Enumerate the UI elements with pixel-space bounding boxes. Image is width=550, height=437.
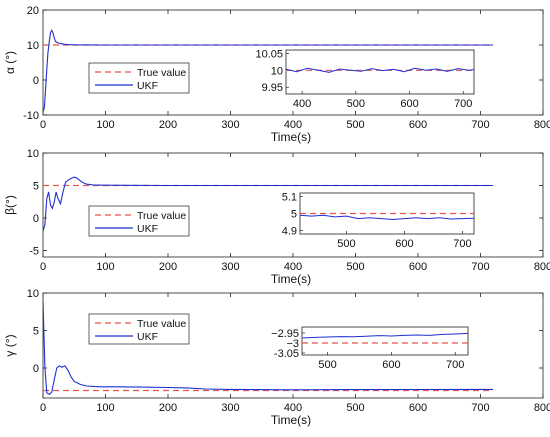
y-tick-label: 5 [33, 326, 39, 338]
y-tick-label: -10 [23, 110, 39, 122]
legend-true-value-label: True value [137, 67, 186, 79]
series-ukf-line [43, 300, 493, 395]
inset-x-tick-label: 600 [395, 238, 413, 250]
x-tick-label: 500 [346, 119, 364, 131]
inset-y-tick-label: 10 [271, 65, 283, 77]
inset-x-tick-label: 400 [293, 98, 311, 110]
y-axis-label: β(°) [3, 195, 17, 215]
inset-area [301, 326, 469, 356]
inset-y-tick-label: 5 [291, 209, 297, 221]
inset-y-tick-label: −3 [286, 338, 299, 350]
x-tick-label: 800 [534, 261, 550, 273]
inset-ukf-line [302, 332, 468, 339]
inset-plot: 500 600 700 -3.05−3−2.95 [271, 326, 469, 371]
x-tick-label: 400 [284, 402, 302, 414]
x-tick-label: 500 [346, 402, 364, 414]
inset-y-tick-label: 5.1 [282, 191, 297, 203]
inset-ukf-line [300, 214, 474, 221]
inset-plot: 400 500 600 700 9.95 10 10.05 [255, 48, 475, 110]
inset-x-tick-label: 600 [382, 359, 400, 371]
y-tick-label: 10 [27, 288, 39, 300]
x-tick-label: 0 [40, 402, 46, 414]
legend-true-value-label: True value [137, 210, 186, 222]
y-tick-label: 20 [27, 5, 39, 17]
x-tick-label: 700 [471, 402, 489, 414]
y-axis-label: α (°) [3, 51, 17, 74]
inset-x-tick-label: 600 [400, 98, 418, 110]
inset-x-tick-label: 500 [347, 98, 365, 110]
series-ukf-line [43, 176, 493, 232]
y-tick-label: 0 [33, 363, 39, 375]
x-tick-label: 800 [534, 402, 550, 414]
series-ukf-line [43, 29, 493, 112]
x-tick-label: 200 [159, 119, 177, 131]
x-tick-label: 700 [471, 261, 489, 273]
y-tick-label: 0 [33, 213, 39, 225]
inset-series-group [286, 67, 474, 73]
panel-1: 0 100 200 300 400 500 600 700 800-1001020Time(s)… [3, 5, 550, 144]
inset-y-tick-label: -3.05 [274, 348, 299, 360]
x-tick-label: 0 [40, 261, 46, 273]
inset-area [285, 49, 475, 95]
x-axis-label: Time(s) [271, 130, 311, 144]
x-tick-label: 100 [96, 402, 114, 414]
inset-series-group [302, 332, 468, 344]
x-tick-label: 800 [534, 119, 550, 131]
inset-ukf-line [286, 67, 474, 73]
inset-x-tick-label: 700 [454, 98, 472, 110]
inset-x-tick-label: 500 [318, 359, 336, 371]
inset-x-tick-label: 700 [453, 238, 471, 250]
y-tick-label: -5 [29, 246, 39, 258]
x-axis-label: Time(s) [271, 272, 311, 286]
y-tick-label: 10 [27, 40, 39, 52]
legend-box [88, 205, 190, 237]
series-group [43, 29, 493, 112]
x-tick-label: 700 [471, 119, 489, 131]
y-tick-label: 0 [33, 75, 39, 87]
inset-area [299, 192, 475, 235]
series-group [43, 176, 493, 232]
x-tick-label: 200 [159, 261, 177, 273]
inset-x-tick-label: 700 [446, 359, 464, 371]
panel-3: 0 100 200 300 400 500 600 700 800 0 5 10 Time(s) γ (°… [3, 288, 550, 427]
y-axis-label: γ (°) [3, 334, 17, 356]
x-tick-label: 100 [96, 261, 114, 273]
panel-2: 0 100 200 300 400 500 600 700 800-50510Time(s)β(… [3, 148, 550, 286]
series-group [43, 300, 493, 395]
x-tick-label: 600 [409, 119, 427, 131]
x-tick-label: 600 [409, 261, 427, 273]
legend-ukf-label: UKF [137, 223, 158, 235]
x-tick-label: 200 [159, 402, 177, 414]
x-tick-label: 300 [221, 119, 239, 131]
y-tick-label: 5 [33, 181, 39, 193]
inset-series-group [300, 212, 474, 221]
x-tick-label: 400 [284, 119, 302, 131]
inset-y-tick-label: −2.95 [271, 328, 299, 340]
inset-y-tick-label: 10.05 [255, 48, 283, 60]
inset-y-tick-label: 9.95 [262, 82, 283, 94]
legend-box [88, 313, 190, 345]
legend-ukf-label: UKF [137, 80, 158, 92]
legend-box [88, 62, 190, 94]
y-tick-label: 10 [27, 148, 39, 160]
legend-true-value-label: True value [137, 318, 186, 330]
x-tick-label: 100 [96, 119, 114, 131]
inset-plot: 500 600 700 4.9 5 5.1 [282, 191, 475, 250]
inset-y-tick-label: 4.9 [282, 226, 297, 238]
x-tick-label: 400 [284, 261, 302, 273]
x-tick-label: 300 [221, 261, 239, 273]
inset-x-tick-label: 500 [337, 238, 355, 250]
x-tick-label: 0 [40, 119, 46, 131]
x-axis-label: Time(s) [271, 413, 311, 427]
x-tick-label: 600 [409, 402, 427, 414]
x-tick-label: 300 [221, 402, 239, 414]
x-tick-label: 500 [346, 261, 364, 273]
legend-ukf-label: UKF [137, 331, 158, 343]
